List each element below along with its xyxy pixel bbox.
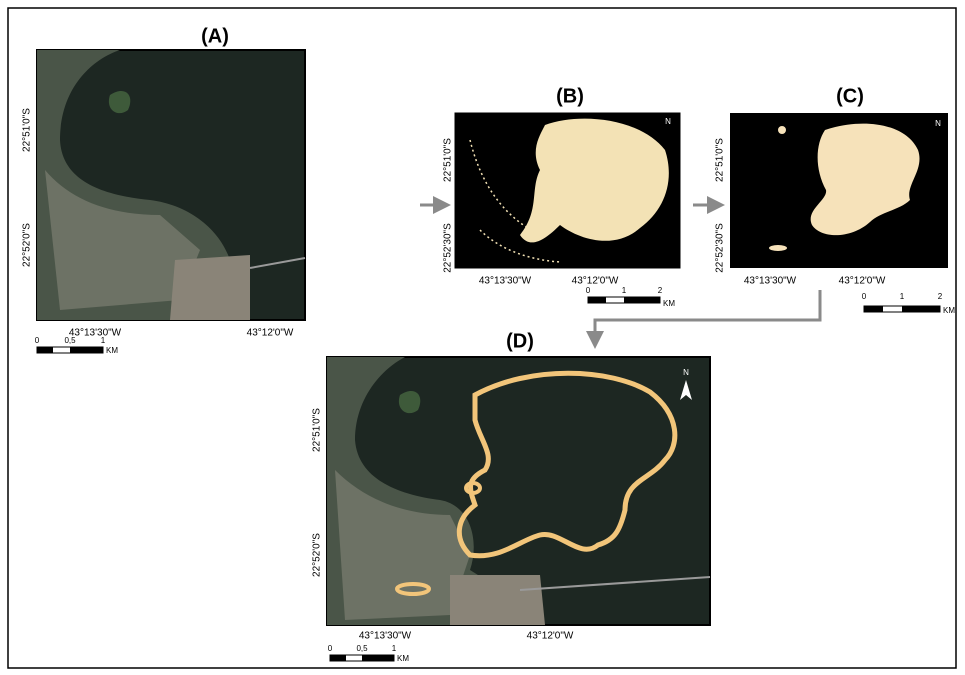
scale-unit: KM xyxy=(943,306,955,315)
scale-label: 2 xyxy=(658,286,663,295)
scale-label: 0,5 xyxy=(356,644,368,653)
panel-label: (B) xyxy=(556,85,584,107)
lon-label: 43°12'0"W xyxy=(247,328,294,339)
scale-bar xyxy=(362,655,394,661)
lat-label: 22°51'0"S xyxy=(715,138,726,182)
scale-bar xyxy=(624,297,660,303)
panel-c: (C) N 22°51'0"S 22°52'30"S 43°13'30"W 43… xyxy=(715,85,956,315)
panel-d: (D) N 22°51'0"S 22°52'0"S 43°13'30"W 43°… xyxy=(312,330,710,663)
scale-bar xyxy=(864,306,883,312)
north-label: N xyxy=(395,63,401,72)
scale-label: 0 xyxy=(586,286,591,295)
island xyxy=(399,391,420,413)
scale-bar xyxy=(902,306,940,312)
lat-label: 22°52'0"S xyxy=(22,223,33,267)
north-label: N xyxy=(935,119,941,128)
panel-label: (C) xyxy=(836,85,864,107)
lon-label: 43°12'0"W xyxy=(839,276,886,287)
port xyxy=(170,255,250,320)
scale-label: 1 xyxy=(101,336,106,345)
panel-a: (A) N 22°51'0"S 22°52'0"S 43°13'30"W 43°… xyxy=(22,25,404,355)
north-label: N xyxy=(665,117,671,126)
scale-unit: KM xyxy=(397,654,409,663)
north-arrow xyxy=(392,75,404,95)
scale-label: 0 xyxy=(35,336,40,345)
scale-label: 0 xyxy=(862,292,867,301)
panel-b: (B) N 22°51'0"S 22°52'30"S 43°13'30"W 43… xyxy=(443,85,680,308)
scale-label: 2 xyxy=(938,292,943,301)
lat-label: 22°52'30"S xyxy=(443,223,454,273)
island xyxy=(109,91,130,113)
scale-unit: KM xyxy=(106,346,118,355)
lon-label: 43°12'0"W xyxy=(572,276,619,287)
scale-bar xyxy=(70,347,103,353)
scale-label: 1 xyxy=(622,286,627,295)
scale-bar xyxy=(330,655,346,661)
lat-label: 22°51'0"S xyxy=(443,138,454,182)
lon-label: 43°13'30"W xyxy=(744,276,797,287)
north-label: N xyxy=(683,368,689,377)
scale-bar xyxy=(588,297,606,303)
scale-label: 1 xyxy=(392,644,397,653)
lon-label: 43°12'0"W xyxy=(527,631,574,642)
lat-label: 22°51'0"S xyxy=(22,108,33,152)
scale-label: 0,5 xyxy=(64,336,76,345)
detected-area xyxy=(769,245,787,251)
panel-label: (D) xyxy=(506,330,534,352)
lat-label: 22°52'0"S xyxy=(312,533,323,577)
lon-label: 43°13'30"W xyxy=(359,631,412,642)
port xyxy=(450,575,545,625)
scale-unit: KM xyxy=(663,299,675,308)
scale-bar xyxy=(37,347,53,353)
scale-label: 1 xyxy=(900,292,905,301)
lon-label: 43°13'30"W xyxy=(69,328,122,339)
lat-label: 22°51'0"S xyxy=(312,408,323,452)
figure: (A) N 22°51'0"S 22°52'0"S 43°13'30"W 43°… xyxy=(0,0,965,675)
scale-label: 0 xyxy=(328,644,333,653)
panel-label: (A) xyxy=(201,25,229,47)
lon-label: 43°13'30"W xyxy=(479,276,532,287)
lat-label: 22°52'30"S xyxy=(715,223,726,273)
detected-area xyxy=(778,126,786,134)
